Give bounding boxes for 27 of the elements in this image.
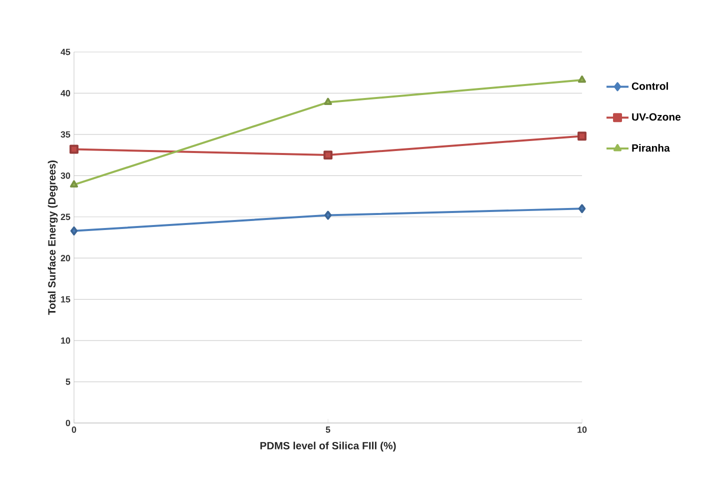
y-tick-label: 15 <box>61 296 70 302</box>
y-tick-label: 30 <box>60 172 70 179</box>
y-tick-label: 25 <box>60 214 70 220</box>
x-tick-label: 10 <box>578 426 587 433</box>
point <box>324 150 332 160</box>
x-tick-label: 5 <box>326 426 330 433</box>
point <box>70 180 78 188</box>
legend-label: Control <box>632 82 668 90</box>
y-tick-label: 40 <box>60 90 70 96</box>
y-tick-label: 20 <box>60 254 70 262</box>
y-tick-label: 10 <box>61 337 70 344</box>
point <box>70 226 78 236</box>
point <box>70 144 78 154</box>
legend-label: UV-Ozone <box>632 113 681 121</box>
point <box>578 132 586 141</box>
x-axis-title: PDMS level of Silica FIll (%) <box>260 442 396 452</box>
legend-label: Piranha <box>632 144 670 152</box>
y-tick-label: 45 <box>60 48 70 56</box>
point <box>324 210 332 220</box>
x-tick-label: 0 <box>72 426 76 433</box>
y-tick-label: 5 <box>66 378 70 385</box>
point <box>324 98 332 106</box>
y-axis-title: Total Surface Energy (Degrees) <box>48 160 58 315</box>
point <box>578 76 586 83</box>
y-tick-label: 0 <box>66 420 70 426</box>
point <box>578 204 586 214</box>
y-tick-label: 35 <box>60 131 70 138</box>
